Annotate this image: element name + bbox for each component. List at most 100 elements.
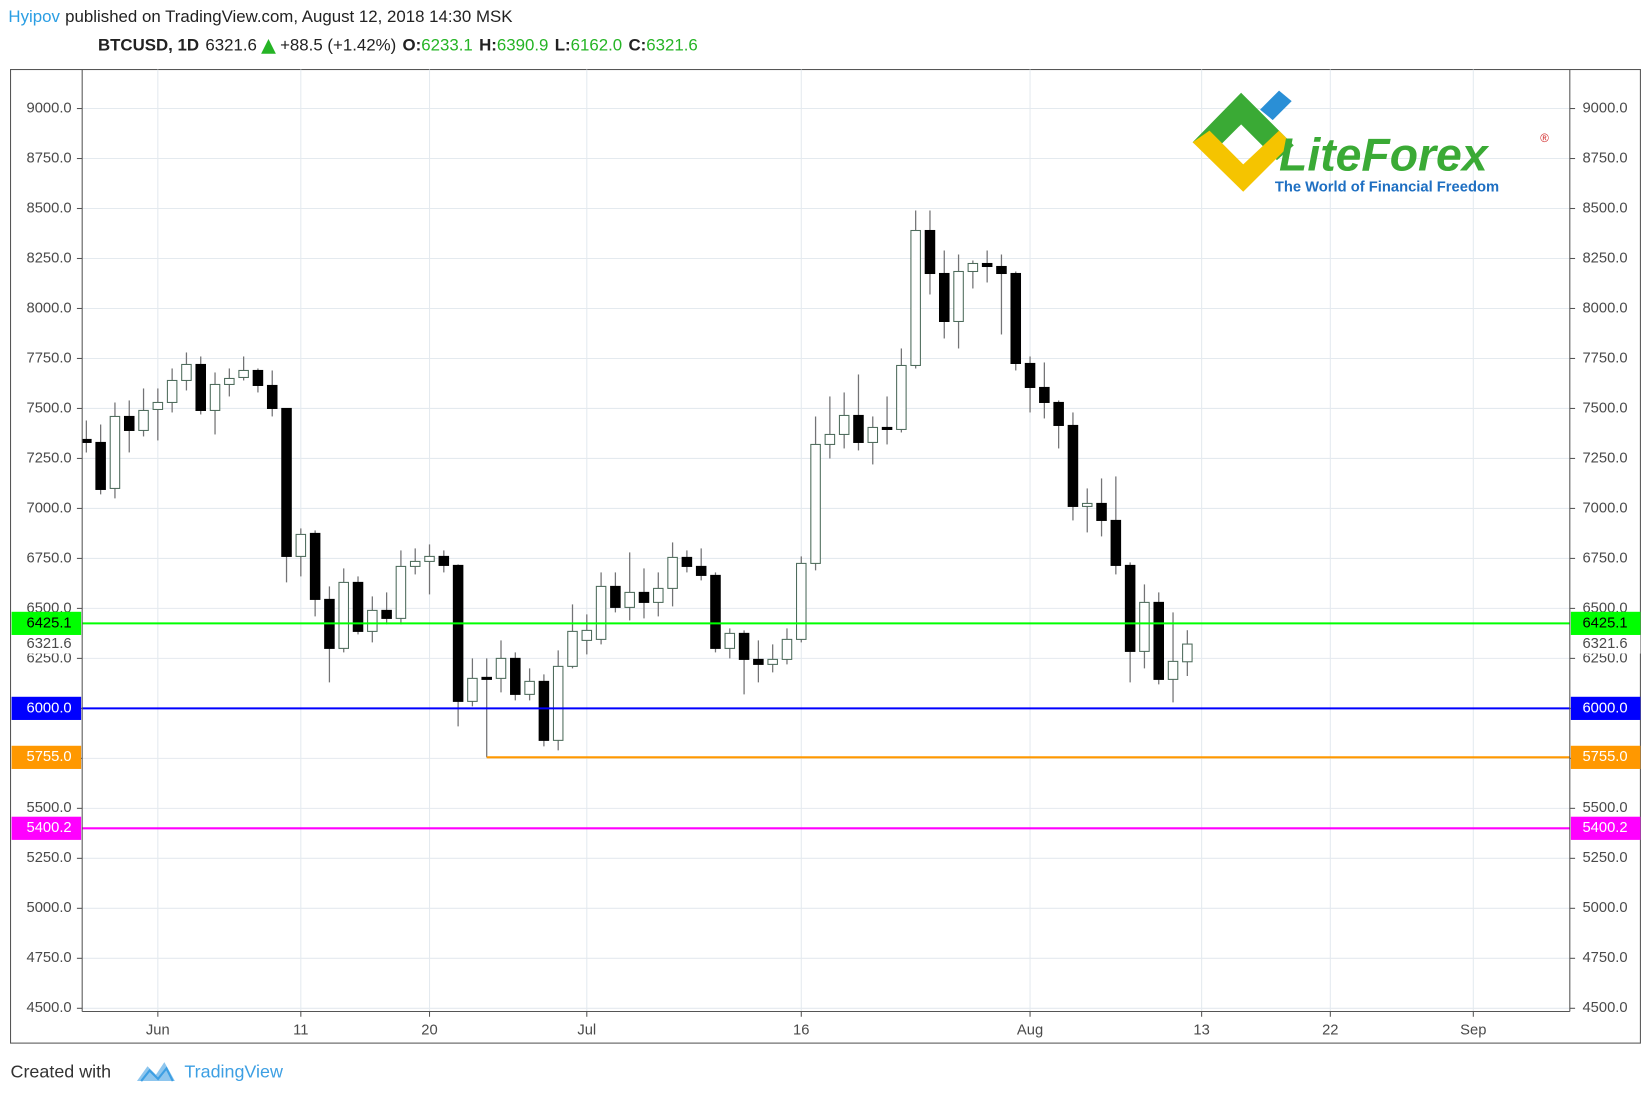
level-label: 5755.0: [1582, 749, 1627, 765]
plot-area: [82, 210, 1570, 830]
candle-body: [767, 658, 778, 665]
footer-text: Created with: [11, 1061, 112, 1081]
y-tick-label: 7500.0: [27, 400, 72, 416]
candle-body: [309, 532, 321, 600]
symbol-legend: BTCUSD, 1D 6321.6 +88.5 (+1.42%) O:6233.1 H:…: [98, 36, 698, 55]
icon-shape: [140, 1066, 174, 1082]
up-triangle: [261, 38, 276, 54]
candle-body: [1139, 601, 1150, 652]
candle-body: [781, 638, 793, 660]
author-link[interactable]: Hyipov: [8, 7, 60, 26]
candle-body: [224, 377, 235, 385]
candle-body: [381, 609, 392, 619]
y-tick-label: 8500.0: [27, 200, 72, 216]
candle-body: [352, 581, 364, 632]
candle-body: [610, 585, 621, 608]
price: 6321.6: [205, 36, 257, 55]
x-tick-label: 13: [1193, 1022, 1209, 1038]
y-tick-label: 4750.0: [1582, 950, 1627, 966]
footer-brand[interactable]: TradingView: [184, 1061, 283, 1081]
candle-body: [796, 562, 807, 640]
o-label: O:: [403, 36, 422, 55]
level-box: [1570, 611, 1641, 635]
candle-body: [1182, 643, 1193, 663]
logo-tagline: The World of Financial Freedom: [1275, 179, 1499, 195]
candle-body: [338, 581, 349, 649]
logo-registered: ®: [1540, 133, 1549, 145]
candle-body: [266, 384, 278, 409]
last-price-label: 6321.6: [27, 636, 72, 652]
y-tick-label: 4750.0: [27, 950, 72, 966]
level-label: 5400.2: [27, 820, 72, 836]
y-tick-label: 5500.0: [1582, 800, 1627, 816]
level-box: [1570, 816, 1641, 840]
level-label: 5400.2: [1582, 820, 1627, 836]
x-tick-label: 11: [293, 1022, 308, 1038]
candle-body: [810, 443, 821, 564]
y-tick-label: 7000.0: [27, 500, 72, 516]
candle-body: [967, 262, 979, 273]
candle-body: [1096, 502, 1107, 521]
y-tick-label: 6250.0: [1582, 650, 1627, 666]
candle-body: [1167, 660, 1179, 680]
candle-body: [653, 587, 664, 603]
candle-body: [281, 407, 292, 557]
level-label: 6000.0: [27, 700, 72, 716]
y-tick-label: 6750.0: [27, 550, 72, 566]
candle-body: [1024, 362, 1036, 388]
candle-body: [367, 609, 378, 632]
candle-body: [981, 262, 993, 268]
candle-body: [896, 364, 907, 430]
l-label: L:: [555, 36, 571, 55]
logo-shape: [1260, 90, 1292, 121]
y-tick-label: 6750.0: [1582, 550, 1627, 566]
y-tick-label: 4500.0: [27, 1000, 72, 1016]
level-label: 6000.0: [1582, 700, 1627, 716]
candle-body: [123, 415, 135, 431]
y-tick-label: 4500.0: [1582, 1000, 1627, 1016]
change: +88.5 (+1.42%): [280, 36, 396, 55]
candle-body: [910, 229, 921, 366]
legend-text: BTCUSD, 1D 6321.6 +88.5 (+1.42%) O:6233.1 H:…: [98, 36, 698, 55]
l-value: 6162.0: [571, 36, 623, 55]
x-tick-label: Jun: [146, 1022, 170, 1038]
candle-body: [209, 383, 221, 411]
y-tick-label: 5250.0: [27, 850, 72, 866]
candle-body: [1110, 519, 1122, 566]
candle-body: [595, 585, 607, 640]
h-label: H:: [479, 36, 497, 55]
candle-body: [552, 665, 564, 741]
y-tick-label: 8750.0: [27, 150, 72, 166]
last-price-label: 6321.6: [1582, 636, 1627, 652]
candle-body: [538, 680, 550, 741]
logo-shape: [1228, 101, 1254, 127]
y-tick-label: 7000.0: [1582, 500, 1627, 516]
candle-body: [681, 556, 693, 567]
candle-body: [452, 564, 464, 702]
icon-shape: [136, 1062, 175, 1082]
level-box: [11, 611, 82, 635]
candle-body: [667, 556, 678, 589]
o-value: 6233.1: [421, 36, 473, 55]
x-tick-label: Aug: [1017, 1022, 1043, 1038]
y-tick-label: 8500.0: [1582, 200, 1627, 216]
y-tick-label: 7250.0: [27, 450, 72, 466]
x-tick-label: 20: [421, 1022, 437, 1038]
c-label: C:: [628, 36, 646, 55]
y-tick-label: 7750.0: [27, 350, 72, 366]
level-label: 6425.1: [1582, 615, 1627, 631]
candle-body: [109, 415, 121, 489]
y-tick-label: 8750.0: [1582, 150, 1627, 166]
c-value: 6321.6: [646, 36, 698, 55]
candle-body: [1053, 401, 1064, 426]
candle-body: [753, 658, 764, 665]
candle-body: [481, 676, 492, 680]
candle-body: [510, 657, 521, 695]
level-box: [11, 816, 82, 840]
published-text: published on TradingView.com, August 12,…: [65, 7, 513, 26]
y-tick-label: 8250.0: [1582, 250, 1627, 266]
candle-body: [395, 565, 407, 619]
candle-body: [166, 379, 178, 403]
